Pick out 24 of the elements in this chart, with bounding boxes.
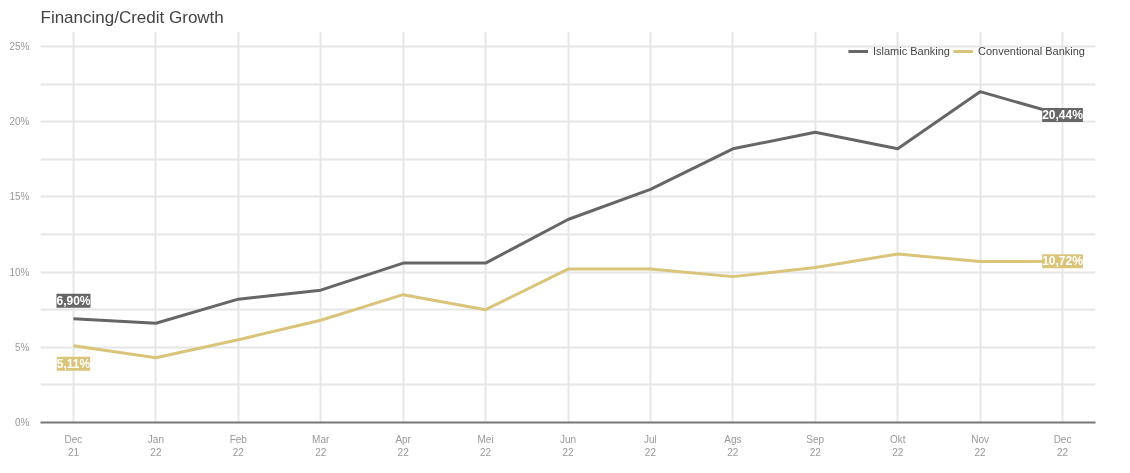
y-tick-label: 5% (15, 341, 30, 353)
data-label: 5,11% (56, 356, 91, 371)
x-tick-label: Apr 22 (395, 433, 412, 458)
x-tick-label: Okt 22 (889, 433, 906, 458)
x-tick-label: Dec 22 (1053, 433, 1072, 458)
y-tick-label: 0% (15, 417, 30, 428)
x-tick-label: Dec 21 (64, 433, 83, 458)
legend-label: Islamic Banking (872, 45, 950, 57)
x-tick-label: Ags 22 (724, 433, 742, 458)
x-tick-label: Jan 22 (147, 433, 164, 458)
x-tick-label: Mar 22 (312, 433, 331, 458)
x-tick-label: Feb 22 (229, 433, 248, 458)
y-tick-label: 10% (9, 266, 30, 278)
legend-label: Conventional Banking (977, 45, 1085, 57)
data-label: 6,90% (56, 293, 91, 308)
y-tick-label: 15% (9, 191, 30, 203)
x-tick-label: Mei 22 (477, 433, 494, 458)
x-tick-label: Sep 22 (806, 433, 825, 458)
y-tick-label: 20% (9, 116, 30, 128)
x-tick-label: Jul 22 (644, 433, 657, 458)
x-tick-label: Nov 22 (971, 433, 990, 458)
y-tick-label: 25% (9, 41, 30, 53)
chart-title: Financing/Credit Growth (40, 7, 224, 27)
x-tick-label: Jun 22 (559, 433, 577, 458)
